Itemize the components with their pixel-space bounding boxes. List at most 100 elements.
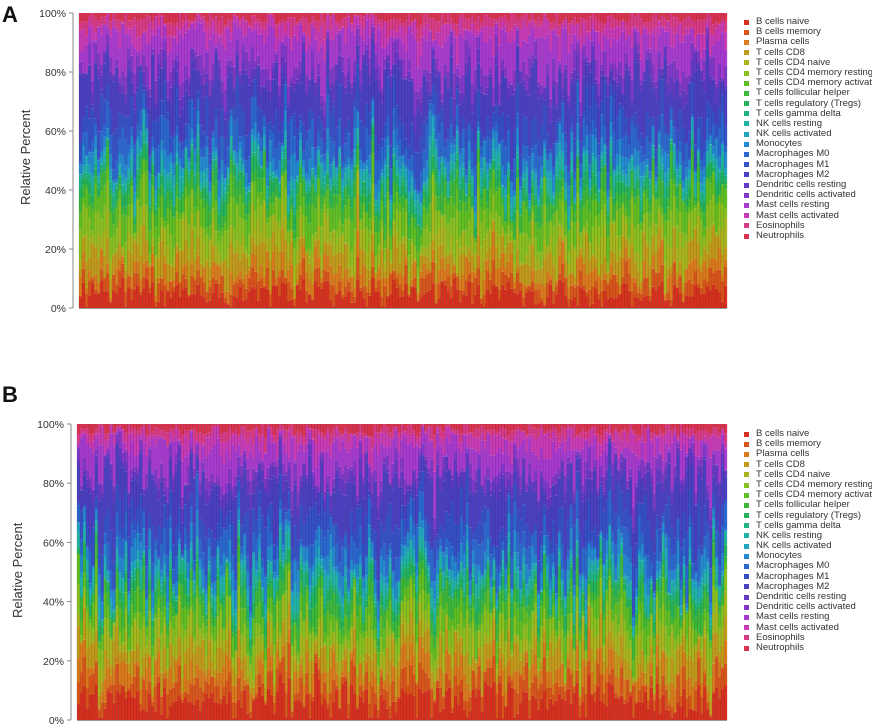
bar-segment — [485, 202, 490, 209]
bar-segment — [79, 13, 83, 23]
bar-segment — [428, 273, 432, 290]
bar-segment — [651, 16, 655, 29]
bar-segment — [528, 215, 532, 223]
bar-segment — [314, 149, 318, 167]
bar-segment — [537, 206, 541, 223]
bar-segment — [271, 203, 276, 214]
bar-segment — [377, 80, 381, 91]
sample-bar — [262, 13, 267, 308]
bar-segment — [552, 291, 556, 304]
bar-segment — [528, 19, 532, 23]
bar-segment — [522, 61, 526, 80]
bar-segment — [244, 192, 248, 196]
bar-segment — [133, 231, 137, 234]
bar-segment — [555, 294, 559, 308]
bar-segment — [320, 288, 324, 308]
bar-segment — [317, 178, 321, 180]
bar-segment — [296, 194, 300, 211]
bar-segment — [422, 198, 426, 207]
bar-segment — [94, 289, 98, 294]
bar-segment — [672, 226, 676, 229]
sample-bar — [190, 13, 194, 308]
bar-segment — [205, 290, 209, 293]
bar-segment — [256, 134, 260, 145]
bar-segment — [350, 277, 354, 291]
bar-segment — [256, 280, 260, 301]
bar-segment — [609, 250, 613, 265]
bar-segment — [220, 16, 224, 34]
bar-segment — [473, 30, 477, 37]
bar-segment — [169, 87, 173, 103]
bar-segment — [157, 24, 161, 28]
bar-segment — [609, 296, 613, 308]
bar-segment — [687, 263, 691, 280]
bar-segment — [633, 227, 637, 253]
bar-segment — [259, 33, 263, 69]
bar-segment — [338, 281, 342, 291]
bar-segment — [561, 200, 565, 229]
bar-segment — [148, 211, 152, 231]
bar-segment — [528, 193, 532, 201]
y-tick-label: 60% — [45, 126, 66, 138]
bar-segment — [546, 159, 550, 172]
bar-segment — [241, 36, 245, 46]
bar-segment — [684, 267, 688, 270]
bar-segment — [97, 27, 101, 53]
bar-segment — [241, 158, 245, 165]
sample-bar — [525, 13, 529, 308]
bar-segment — [522, 178, 526, 180]
bar-segment — [217, 231, 221, 242]
bar-segment — [277, 250, 282, 271]
bar-segment — [175, 135, 179, 152]
bar-segment — [699, 117, 704, 160]
bar-segment — [238, 74, 242, 84]
bar-segment — [326, 13, 330, 14]
bar-segment — [208, 279, 212, 287]
bar-segment — [500, 229, 505, 236]
bar-segment — [419, 204, 423, 216]
bar-segment — [398, 284, 402, 297]
bar-segment — [91, 25, 95, 41]
bar-segment — [371, 32, 375, 40]
bar-segment — [235, 282, 239, 298]
bar-segment — [531, 220, 535, 246]
sample-bar — [440, 13, 444, 308]
bar-segment — [594, 288, 598, 308]
bar-segment — [175, 272, 179, 285]
bar-segment — [588, 194, 592, 197]
bar-segment — [699, 212, 704, 221]
bar-segment — [338, 148, 342, 156]
bar-segment — [253, 75, 257, 80]
bar-segment — [627, 34, 631, 36]
bar-segment — [564, 277, 568, 279]
bar-segment — [314, 232, 318, 239]
bar-segment — [91, 152, 95, 174]
bar-segment — [286, 231, 291, 245]
bar-segment — [296, 285, 300, 308]
bar-segment — [247, 265, 251, 271]
bar-segment — [91, 178, 95, 188]
bar-segment — [311, 22, 315, 27]
bar-segment — [669, 90, 673, 106]
bar-segment — [323, 197, 327, 205]
bar-segment — [516, 127, 520, 146]
bar-segment — [253, 288, 257, 308]
bar-segment — [413, 200, 417, 206]
bar-segment — [639, 199, 643, 211]
bar-segment — [79, 22, 83, 31]
bar-segment — [365, 49, 369, 65]
bar-segment — [274, 148, 279, 170]
panel-a: A Relative Percent 0% 20% 40% 60% 80% 100% B … — [0, 0, 872, 340]
bar-segment — [606, 210, 610, 216]
bar-segment — [250, 237, 254, 253]
sample-bar — [570, 13, 574, 308]
bar-segment — [702, 293, 707, 308]
bar-segment — [648, 143, 652, 172]
bar-segment — [124, 207, 128, 216]
bar-segment — [190, 47, 194, 49]
bar-segment — [223, 192, 227, 201]
bar-segment — [699, 13, 704, 21]
bar-segment — [603, 166, 607, 193]
bar-segment — [305, 13, 309, 19]
bar-segment — [510, 170, 514, 181]
